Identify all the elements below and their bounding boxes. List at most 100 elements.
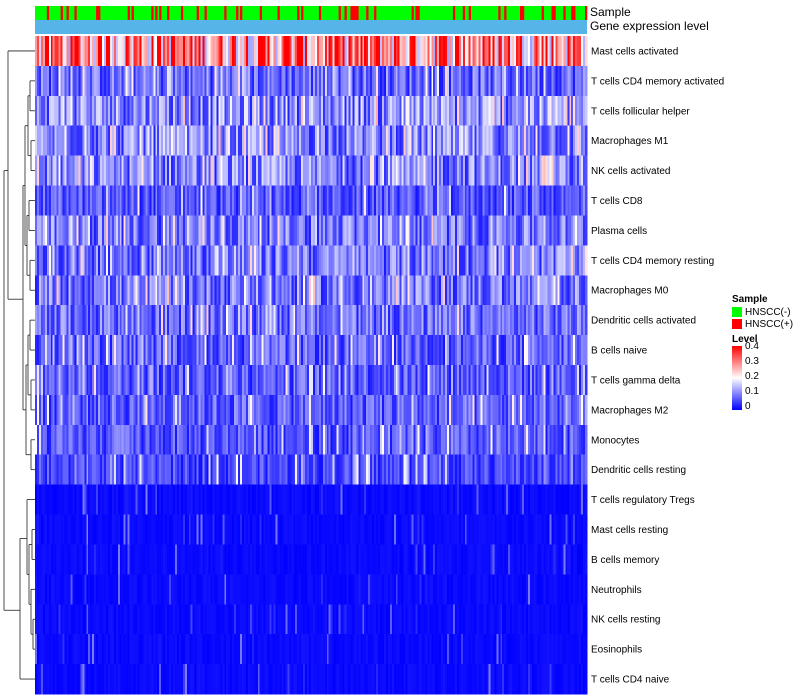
heatmap-cell (417, 484, 420, 515)
heatmap-cell (204, 365, 207, 396)
heatmap-cell (265, 36, 268, 67)
heatmap-cell (218, 155, 221, 186)
heatmap-cell (161, 36, 164, 67)
heatmap-cell (401, 185, 404, 216)
heatmap-cell (573, 185, 576, 216)
heatmap-cell (40, 215, 44, 246)
heatmap-cell (196, 36, 199, 67)
heatmap-cell (539, 155, 542, 186)
heatmap-cell (332, 36, 335, 67)
heatmap-cell (468, 305, 471, 336)
heatmap-cell (311, 155, 314, 186)
heatmap-cell (307, 215, 310, 246)
heatmap-cell (190, 185, 194, 216)
heatmap-cell (82, 95, 85, 127)
heatmap-cell (553, 424, 556, 456)
heatmap-cell (234, 95, 237, 127)
heatmap-cell (143, 514, 146, 545)
heatmap-cell (206, 36, 209, 67)
heatmap-cell (368, 125, 371, 156)
heatmap-cell (245, 125, 249, 156)
heatmap-cell (96, 335, 99, 366)
heatmap-cell (527, 335, 531, 366)
heatmap-cell (40, 125, 44, 156)
heatmap-cell (516, 424, 519, 456)
heatmap-cell (541, 335, 544, 366)
heatmap-cell (64, 155, 67, 186)
heatmap-cell (109, 275, 113, 306)
heatmap-cell (581, 215, 584, 246)
heatmap-cell (470, 65, 473, 97)
heatmap-cell (206, 335, 209, 366)
heatmap-cell (58, 245, 61, 276)
heatmap-cell (368, 65, 371, 97)
heatmap-cell (425, 36, 428, 67)
heatmap-cell (447, 155, 450, 186)
heatmap-cell (567, 305, 570, 336)
heatmap-cell (320, 95, 324, 127)
heatmap-cell (350, 365, 353, 396)
heatmap-cell (46, 245, 50, 276)
heatmap-cell (421, 125, 424, 156)
heatmap-cell (295, 424, 298, 456)
heatmap-cell (104, 155, 107, 186)
heatmap-cell (376, 65, 379, 97)
heatmap-cell (214, 125, 217, 156)
heatmap-cell (309, 36, 312, 67)
heatmap-cell (102, 185, 105, 216)
heatmap-cell (90, 185, 93, 216)
heatmap-cell (529, 454, 533, 485)
heatmap-cell (338, 185, 341, 216)
heatmap-cell (387, 95, 391, 127)
heatmap-cell (186, 36, 190, 67)
heatmap-cell (147, 514, 150, 545)
heatmap-cell (366, 335, 369, 366)
heatmap-cell (253, 275, 257, 306)
heatmap-cell (551, 424, 554, 456)
heatmap-cell (462, 36, 466, 67)
heatmap-cell (159, 125, 162, 156)
heatmap-cell (374, 275, 377, 306)
heatmap-cell (575, 95, 578, 127)
heatmap-cell (109, 95, 113, 127)
heatmap-cell (275, 275, 278, 306)
heatmap-cell (401, 514, 404, 545)
heatmap-cell (261, 544, 264, 575)
heatmap-cell (342, 484, 345, 515)
heatmap-cell (368, 335, 371, 366)
heatmap-cell (433, 484, 436, 515)
heatmap-cell (121, 424, 125, 456)
heatmap-cell (344, 365, 347, 396)
heatmap-cell (372, 424, 375, 456)
heatmap-cell (452, 394, 456, 426)
heatmap-cell (90, 95, 93, 127)
heatmap-cell (423, 275, 426, 306)
heatmap-cell (149, 394, 152, 426)
heatmap-cell (415, 185, 418, 216)
heatmap-cell (267, 245, 270, 276)
heatmap-cell (358, 544, 361, 575)
heatmap-cell (334, 454, 337, 485)
heatmap-cell (553, 245, 556, 276)
heatmap-cell (102, 335, 105, 366)
heatmap-cell (543, 125, 546, 156)
heatmap-row (35, 125, 588, 156)
heatmap-cell (305, 215, 308, 246)
heatmap-cell (492, 36, 495, 67)
heatmap-cell (460, 484, 464, 515)
heatmap-cell (514, 394, 517, 426)
heatmap-cell (121, 155, 125, 186)
heatmap-cell (202, 65, 205, 97)
heatmap-cell (314, 65, 318, 97)
heatmap-cell (500, 155, 503, 186)
heatmap-cell (374, 365, 377, 396)
heatmap-cell (425, 365, 428, 396)
heatmap-cell (512, 155, 515, 186)
heatmap-cell (449, 155, 452, 186)
heatmap-cell (405, 95, 408, 127)
heatmap-cell (484, 275, 487, 306)
heatmap-cell (360, 65, 363, 97)
heatmap-cell (111, 155, 115, 186)
heatmap-cell (94, 544, 97, 575)
heatmap-cell (58, 305, 61, 336)
